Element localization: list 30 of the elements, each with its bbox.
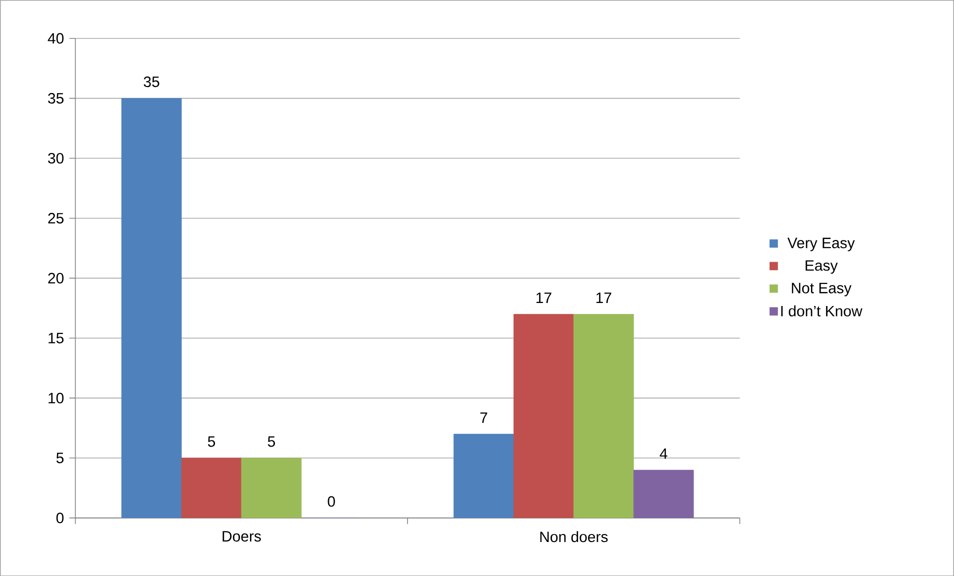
data-label: 4 [660,448,668,459]
data-label: 7 [480,412,488,423]
y-tick-label: 0 [56,512,64,524]
bar [181,458,242,518]
data-label: 5 [208,436,216,447]
y-tick-label: 10 [48,392,64,404]
legend-label: Not Easy [792,282,852,296]
x-tick-label: Doers [222,531,261,542]
bar [514,314,574,518]
data-label: 5 [268,436,275,447]
y-tick-label: 15 [48,332,64,344]
bar [454,434,514,518]
legend-label: Very Easy [787,238,855,252]
y-tick-label: 25 [48,212,64,224]
bar [633,470,694,518]
y-tick-label: 40 [48,32,64,44]
bar [573,314,634,518]
x-tick-label: Non doers [540,530,608,542]
data-label: 0 [328,496,335,507]
data-label: 17 [536,292,552,303]
bar [121,98,182,518]
y-tick-label: 30 [48,152,64,164]
legend-label: I don’t Know [781,305,862,316]
y-tick-label: 20 [48,272,64,284]
y-tick-label: 5 [56,452,64,464]
legend-label: Easy [806,260,838,274]
data-label: 35 [144,76,160,87]
bar [241,458,302,518]
y-tick-label: 35 [48,92,64,104]
data-label: 17 [596,292,612,303]
